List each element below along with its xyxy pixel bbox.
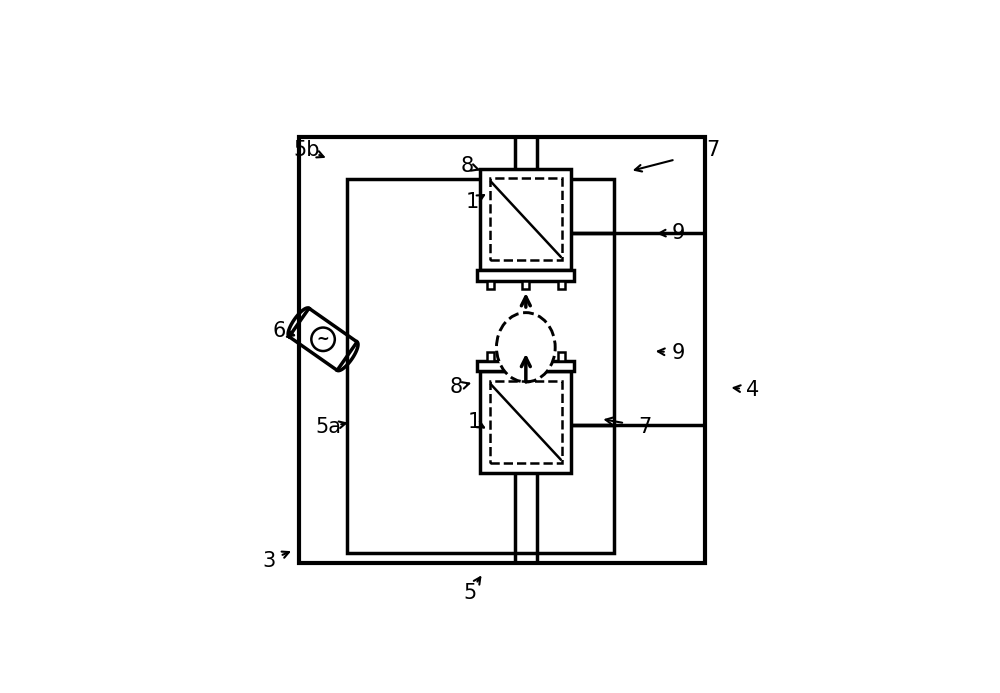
Circle shape <box>311 328 335 351</box>
Bar <box>522 352 529 360</box>
Bar <box>490 178 562 261</box>
Ellipse shape <box>496 313 555 382</box>
Text: 5b: 5b <box>294 140 320 160</box>
Text: 7: 7 <box>638 416 651 437</box>
Text: 8: 8 <box>450 377 463 397</box>
Bar <box>477 270 574 281</box>
Text: ~: ~ <box>317 332 329 346</box>
Text: 1: 1 <box>467 412 481 432</box>
Text: 9: 9 <box>671 222 685 243</box>
Text: 6: 6 <box>273 322 286 341</box>
Bar <box>480 168 571 270</box>
Bar <box>299 137 705 563</box>
Bar <box>487 281 494 289</box>
Bar <box>558 281 565 289</box>
Text: 3: 3 <box>262 551 275 571</box>
Text: 4: 4 <box>746 380 759 400</box>
Text: 5: 5 <box>463 583 476 603</box>
Text: 9: 9 <box>671 342 685 362</box>
Bar <box>347 179 614 553</box>
Bar <box>487 352 494 360</box>
Bar <box>480 371 571 473</box>
Text: 7: 7 <box>706 140 719 160</box>
Text: 1: 1 <box>466 192 479 211</box>
Text: 8: 8 <box>461 156 474 176</box>
Bar <box>477 360 574 371</box>
Bar <box>490 381 562 463</box>
Bar <box>558 352 565 360</box>
Text: 5a: 5a <box>315 417 341 437</box>
Bar <box>522 281 529 289</box>
